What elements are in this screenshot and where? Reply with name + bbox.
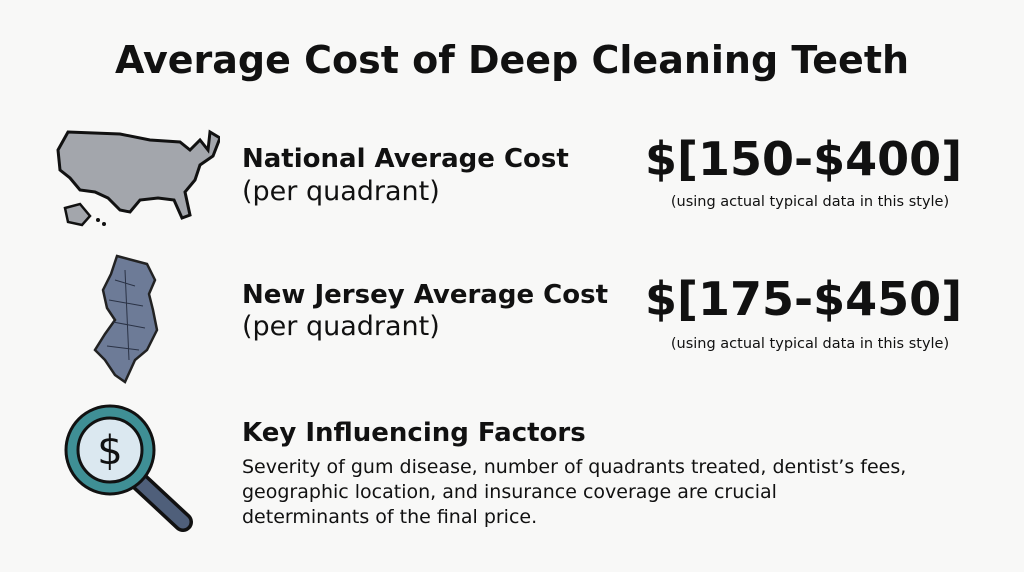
factors-text: geographic location, and insurance cover… — [242, 481, 777, 503]
row-label: National Average Cost — [242, 144, 569, 174]
factors-text: determinants of the final price. — [242, 506, 538, 528]
row-price: $[175-$450] — [645, 272, 963, 326]
nj-map-icon — [93, 254, 159, 384]
magnifier-icon: $ — [64, 404, 193, 532]
row-price: $[150-$400] — [645, 132, 963, 186]
factors-heading: Key Influencing Factors — [242, 418, 586, 448]
us-map-icon — [56, 129, 220, 227]
row-sublabel: (per quadrant) — [242, 176, 440, 207]
row-note: (using actual typical data in this style… — [670, 194, 950, 210]
svg-text:$: $ — [97, 428, 122, 474]
row-label: New Jersey Average Cost — [242, 280, 608, 310]
title: Average Cost of Deep Cleaning Teeth — [114, 38, 910, 82]
factors-text: Severity of gum disease, number of quadr… — [242, 456, 907, 478]
row-sublabel: (per quadrant) — [242, 311, 440, 342]
row-note: (using actual typical data in this style… — [670, 336, 950, 352]
